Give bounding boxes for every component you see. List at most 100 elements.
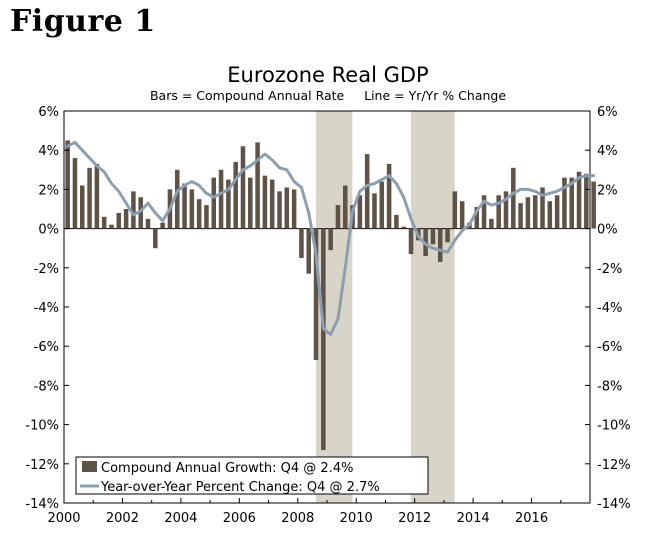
bar-0 [65, 140, 70, 229]
x-tick-label: 2004 [164, 511, 197, 526]
bar-61 [511, 167, 516, 229]
y-tick-label-right: -4% [597, 301, 622, 316]
y-tick-label-left: -6% [34, 340, 59, 355]
bar-64 [532, 195, 538, 229]
bar-9 [131, 191, 136, 229]
y-tick-label-right: -6% [597, 340, 622, 355]
bar-42 [372, 193, 377, 229]
legend-bar-swatch [82, 461, 97, 472]
x-tick-label: 2008 [281, 511, 314, 526]
bar-57 [481, 195, 487, 229]
y-tick-label-left: 6% [38, 105, 59, 120]
bar-8 [123, 209, 129, 229]
bar-5 [101, 216, 107, 229]
bar-38 [343, 185, 348, 229]
bar-17 [189, 189, 195, 229]
y-tick-label-left: -12% [25, 458, 59, 473]
bar-66 [547, 201, 553, 229]
bar-15 [174, 169, 180, 229]
recession-band-2 [410, 111, 455, 503]
y-tick-label-right: 0% [597, 223, 618, 238]
x-tick-label: 2012 [398, 511, 431, 526]
y-tick-label-right: 6% [597, 105, 618, 120]
bar-52 [445, 228, 450, 243]
bar-43 [379, 181, 385, 229]
bar-26 [255, 142, 260, 229]
bar-34 [313, 228, 319, 360]
bar-46 [401, 226, 406, 229]
y-tick-label-right: 2% [597, 183, 618, 198]
bar-60 [503, 191, 509, 229]
bar-30 [284, 187, 290, 229]
bar-22 [226, 179, 231, 229]
legend-bar-label: Compound Annual Growth: Q4 @ 2.4% [101, 461, 353, 476]
line-series [66, 140, 596, 336]
bar-45 [394, 214, 399, 229]
y-tick-label-left: -14% [25, 497, 59, 512]
bar-13 [160, 222, 165, 229]
bar-41 [364, 154, 370, 229]
y-tick-label-left: 2% [38, 183, 59, 198]
legend: Compound Annual Growth: Q4 @ 2.4% Year-o… [75, 456, 429, 495]
chart-title: Eurozone Real GDP [227, 63, 428, 87]
bar-36 [328, 228, 333, 251]
bar-2 [80, 185, 85, 229]
x-tick-label: 2010 [340, 511, 373, 526]
x-tick-label: 2002 [106, 511, 139, 526]
figure-label: Figure 1 [10, 4, 156, 39]
bar-68 [562, 177, 567, 229]
x-tick-label: 2014 [457, 511, 490, 526]
bar-24 [240, 146, 246, 229]
y-tick-label-right: 4% [597, 144, 618, 159]
bar-25 [248, 177, 253, 229]
bar-72 [591, 181, 596, 229]
yoy-line [66, 140, 596, 336]
bar-4 [94, 163, 100, 229]
bar-18 [196, 199, 202, 229]
y-tick-label-left: -2% [34, 262, 59, 277]
bar-6 [109, 224, 114, 229]
bar-1 [72, 158, 78, 229]
bar-10 [138, 197, 143, 229]
bar-series [65, 140, 596, 451]
bar-27 [262, 175, 268, 229]
y-tick-label-right: -10% [597, 419, 631, 434]
bar-51 [437, 228, 443, 262]
y-tick-label-left: 0% [38, 223, 59, 238]
bar-31 [291, 189, 297, 229]
bar-58 [489, 218, 494, 229]
bar-50 [430, 228, 436, 245]
bar-20 [211, 177, 217, 229]
bar-23 [233, 161, 238, 229]
x-tick-label: 2006 [223, 511, 256, 526]
x-tick-label: 2000 [47, 511, 80, 526]
bar-47 [408, 228, 414, 255]
bar-69 [569, 177, 574, 229]
bar-54 [459, 201, 465, 229]
y-tick-label-left: -4% [34, 301, 59, 316]
bar-7 [116, 212, 122, 229]
bar-59 [496, 195, 501, 229]
bar-62 [518, 203, 523, 229]
bar-40 [357, 195, 363, 229]
y-tick-label-left: -10% [25, 419, 59, 434]
legend-line-label: Year-over-Year Percent Change: Q4 @ 2.7% [100, 480, 380, 495]
y-axis-left: 6% 4% 2% 0% -2% -4% -6% -8% -10% -12% -14% [25, 105, 69, 512]
bar-21 [218, 169, 224, 229]
bar-19 [204, 205, 209, 229]
bar-12 [153, 228, 158, 249]
x-axis: 2000 2002 2004 2006 2008 2010 2012 2014 2016 [47, 498, 562, 526]
y-tick-label-left: 4% [38, 144, 59, 159]
x-tick-label: 2016 [515, 511, 548, 526]
bar-53 [452, 191, 458, 229]
y-tick-label-right: -8% [597, 379, 622, 394]
recession-shading-group [315, 111, 455, 503]
bar-37 [335, 205, 341, 229]
bar-32 [299, 228, 304, 258]
bar-44 [386, 163, 392, 229]
bar-65 [540, 187, 545, 229]
bar-70 [576, 171, 582, 229]
bar-71 [584, 173, 589, 229]
bar-33 [306, 228, 311, 274]
